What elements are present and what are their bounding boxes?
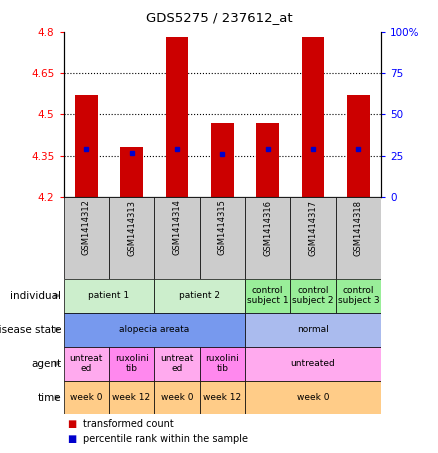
Bar [245,347,381,381]
Bar [154,279,245,313]
Text: GSM1414315: GSM1414315 [218,199,227,255]
Text: disease state: disease state [0,324,61,335]
Bar [302,37,325,197]
Bar [256,123,279,197]
Bar [75,95,98,197]
Bar [290,279,336,313]
Text: alopecia areata: alopecia areata [119,325,189,334]
Text: individual: individual [11,290,61,301]
Text: time: time [38,392,61,403]
Text: untreat
ed: untreat ed [160,354,194,373]
Bar [336,279,381,313]
Bar [154,197,200,279]
Bar [64,347,109,381]
Bar [154,347,200,381]
Bar [245,197,290,279]
Text: ■: ■ [68,419,80,429]
Text: GSM1414316: GSM1414316 [263,199,272,255]
Text: control
subject 3: control subject 3 [338,286,379,305]
Text: agent: agent [31,358,61,369]
Text: week 0: week 0 [297,393,329,402]
Bar [200,381,245,414]
Bar [245,381,381,414]
Text: GSM1414317: GSM1414317 [308,199,318,255]
Text: ruxolini
tib: ruxolini tib [115,354,148,373]
Bar [64,279,154,313]
Text: GSM1414318: GSM1414318 [354,199,363,255]
Text: GSM1414313: GSM1414313 [127,199,136,255]
Text: transformed count: transformed count [83,419,174,429]
Bar [200,347,245,381]
Text: ■: ■ [68,434,80,443]
Text: patient 1: patient 1 [88,291,130,300]
Bar [290,197,336,279]
Text: week 0: week 0 [70,393,102,402]
Bar [109,381,154,414]
Text: patient 2: patient 2 [179,291,220,300]
Text: untreat
ed: untreat ed [70,354,103,373]
Text: normal: normal [297,325,329,334]
Bar [109,197,154,279]
Bar [64,381,109,414]
Text: ruxolini
tib: ruxolini tib [205,354,239,373]
Text: control
subject 1: control subject 1 [247,286,289,305]
Text: week 12: week 12 [203,393,241,402]
Text: percentile rank within the sample: percentile rank within the sample [83,434,248,443]
Text: GSM1414314: GSM1414314 [173,199,181,255]
Bar [336,197,381,279]
Bar [347,95,370,197]
Bar [211,123,233,197]
Bar [154,381,200,414]
Text: week 0: week 0 [161,393,193,402]
Bar [109,347,154,381]
Text: week 12: week 12 [113,393,151,402]
Bar [245,279,290,313]
Bar [200,197,245,279]
Bar [120,148,143,197]
Bar [245,313,381,347]
Text: control
subject 2: control subject 2 [292,286,334,305]
Bar [64,197,109,279]
Text: untreated: untreated [291,359,336,368]
Bar [166,37,188,197]
Text: GSM1414312: GSM1414312 [82,199,91,255]
Bar [64,313,245,347]
Text: GDS5275 / 237612_at: GDS5275 / 237612_at [146,11,292,24]
